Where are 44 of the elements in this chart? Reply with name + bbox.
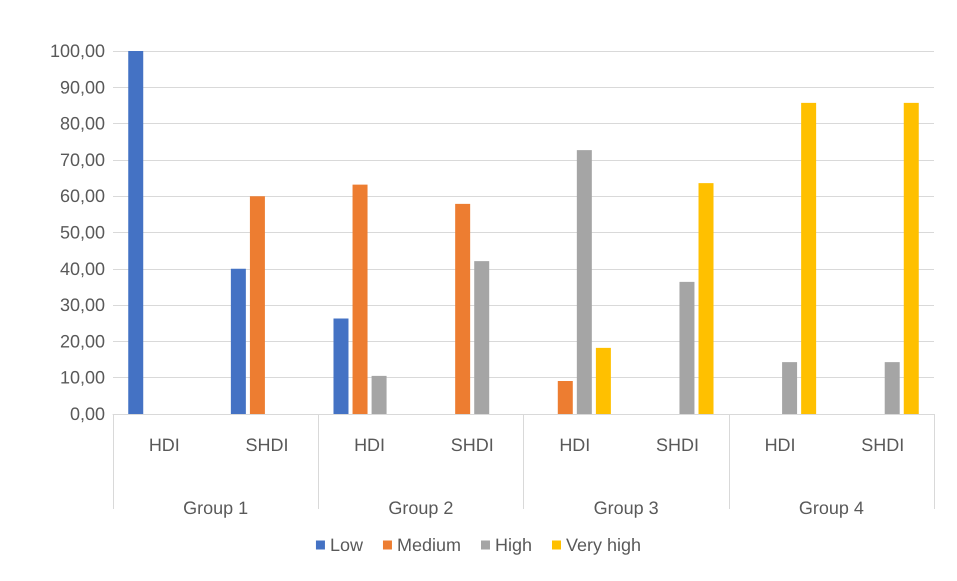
- y-tick-label: 100,00: [50, 41, 105, 61]
- bar: [884, 362, 900, 414]
- x-tick-label: HDI: [559, 435, 590, 455]
- text: Group 4: [798, 498, 864, 518]
- y-tick-label: 50,00: [60, 222, 105, 242]
- y-tick-label: 30,00: [60, 295, 105, 316]
- bar: [474, 261, 490, 414]
- y-tick-label: 70,00: [60, 150, 105, 170]
- bar: [576, 150, 592, 414]
- x-tick-label: SHDI: [450, 435, 494, 455]
- y-tick-label: 90,00: [60, 77, 105, 98]
- bar: [596, 348, 611, 414]
- bar: [352, 184, 368, 414]
- text: Group 2: [388, 498, 454, 518]
- y-tick-label: 0,00: [70, 404, 105, 424]
- y-tick-label: 20,00: [60, 331, 105, 352]
- legend-label: High: [494, 535, 532, 555]
- bar: [128, 51, 144, 414]
- bar: [698, 183, 714, 414]
- legend-label: Very high: [566, 535, 642, 555]
- bar: [333, 318, 348, 414]
- x-tick-label: HDI: [148, 435, 180, 455]
- y-tick-label: 60,00: [60, 186, 105, 206]
- bar: [455, 204, 470, 414]
- legend-label: Medium: [396, 535, 461, 555]
- x-tick-label: HDI: [764, 435, 796, 455]
- x-tick-label: HDI: [354, 435, 386, 455]
- bar: [372, 376, 387, 414]
- legend-label: Low: [330, 535, 364, 555]
- bar: [782, 362, 798, 414]
- y-tick-label: 40,00: [60, 258, 105, 279]
- y-tick-label: 80,00: [60, 114, 105, 134]
- x-tick-label: SHDI: [656, 435, 699, 455]
- bar: [679, 282, 694, 414]
- bar: [230, 268, 246, 414]
- bar: [801, 102, 816, 414]
- text: Group 1: [183, 498, 248, 518]
- x-tick-label: SHDI: [861, 435, 904, 455]
- bar: [250, 196, 265, 414]
- text: Group 3: [594, 498, 659, 518]
- bar: [558, 380, 573, 414]
- bar: [904, 102, 919, 414]
- y-tick-label: 10,00: [60, 368, 105, 388]
- x-tick-label: SHDI: [245, 435, 288, 455]
